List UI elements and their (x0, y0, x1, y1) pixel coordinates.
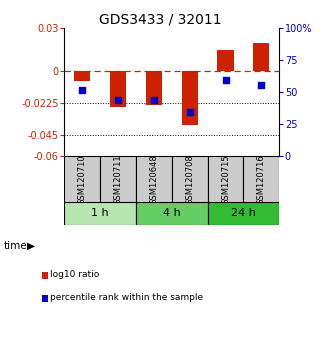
Bar (253, 42, 269, 71)
Bar (136, 156, 172, 202)
Bar (64, 202, 136, 225)
Bar (182, 71, 198, 125)
Bar (146, 71, 162, 105)
Bar (100, 156, 136, 202)
Text: 4 h: 4 h (163, 209, 181, 218)
Text: 24 h: 24 h (231, 209, 256, 218)
Bar (74, 71, 90, 81)
Text: log10 ratio: log10 ratio (50, 270, 100, 279)
Point (116, 97, 121, 103)
Text: ▶: ▶ (27, 241, 35, 251)
Bar (136, 202, 208, 225)
Text: GSM120715: GSM120715 (221, 154, 230, 205)
Bar (172, 156, 208, 202)
Text: percentile rank within the sample: percentile rank within the sample (50, 293, 203, 302)
Text: 1 h: 1 h (91, 209, 109, 218)
Text: GSM120708: GSM120708 (185, 154, 194, 205)
Point (80, 87, 85, 93)
Bar (243, 156, 279, 202)
Point (223, 77, 228, 82)
Text: GSM120710: GSM120710 (78, 154, 87, 205)
Bar (217, 50, 234, 71)
Point (187, 109, 192, 114)
Bar (64, 156, 100, 202)
Text: GSM120648: GSM120648 (149, 154, 158, 205)
Bar (208, 156, 243, 202)
Bar (208, 202, 279, 225)
Text: GSM120711: GSM120711 (113, 154, 123, 205)
Text: GDS3433 / 32011: GDS3433 / 32011 (99, 12, 222, 27)
Text: GSM120716: GSM120716 (257, 154, 266, 205)
Text: time: time (3, 241, 27, 251)
Bar (110, 71, 126, 107)
Point (151, 97, 156, 103)
Point (259, 82, 264, 87)
